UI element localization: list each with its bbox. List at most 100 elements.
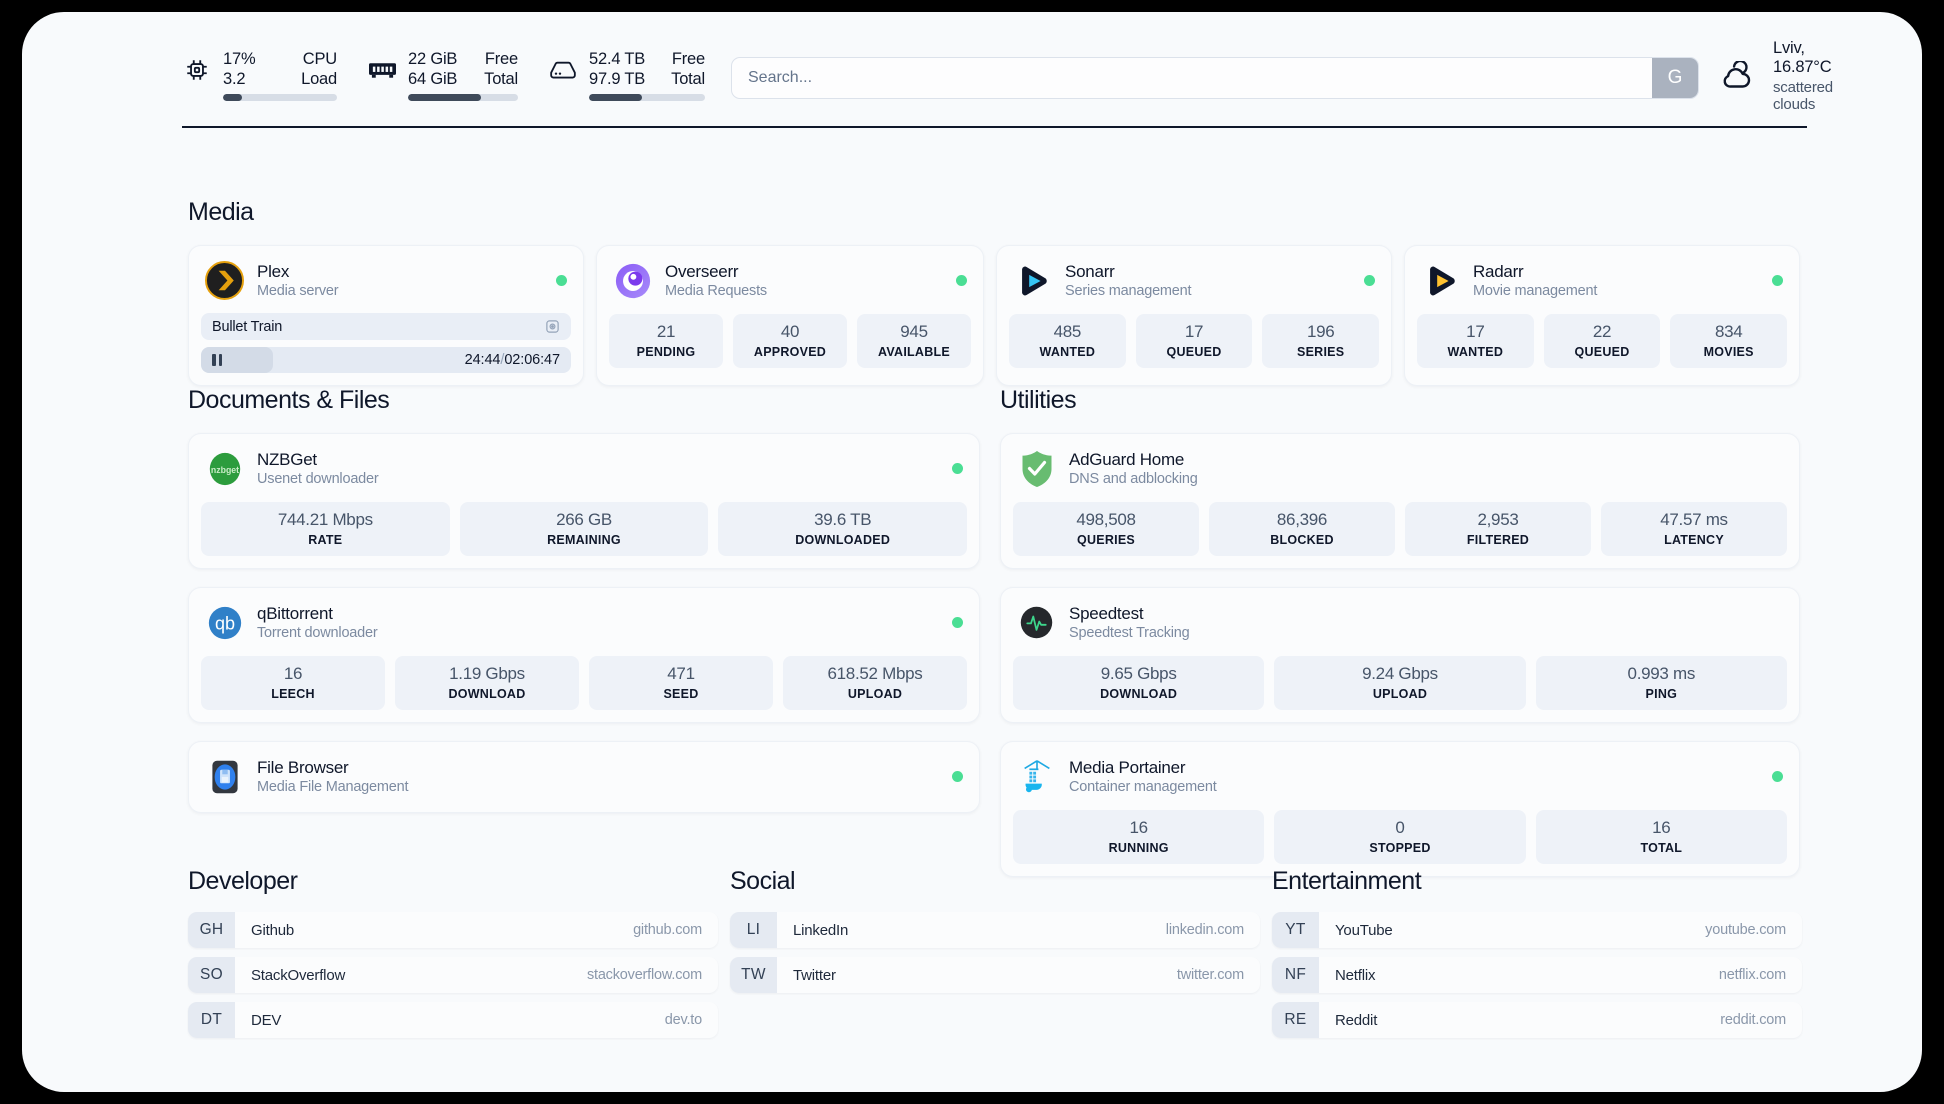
stat-value: 618.52 Mbps: [827, 664, 923, 683]
stat-label: MOVIES: [1703, 345, 1754, 359]
status-indicator-online: [1364, 275, 1375, 286]
card-nzbget[interactable]: nzbget NZBGet Usenet downloader 744.21 M…: [188, 433, 980, 569]
stat-tile: 196 SERIES: [1262, 314, 1380, 368]
bookmark-group-title: Social: [730, 867, 796, 895]
cpu-chip-icon: [182, 55, 212, 85]
disk-label-top: Free: [671, 50, 705, 69]
memory-label-bottom: Total: [484, 70, 518, 89]
card-radarr[interactable]: Radarr Movie management 17 WANTED 22 QUE…: [1404, 245, 1800, 386]
card-header: nzbget NZBGet Usenet downloader: [201, 445, 967, 492]
speedtest-icon: [1017, 603, 1056, 642]
cpu-usage-value: 17%: [223, 50, 256, 69]
status-indicator-online: [952, 463, 963, 474]
bookmark-name: Github: [251, 921, 294, 939]
card-subtitle: Media server: [257, 283, 339, 299]
stat-tile: 618.52 Mbps UPLOAD: [783, 656, 967, 710]
sonarr-icon: [1013, 261, 1052, 300]
stat-tile: 0 STOPPED: [1274, 810, 1526, 864]
card-media-portainer[interactable]: Media Portainer Container management 16 …: [1000, 741, 1800, 877]
cpu-usage-bar: [223, 94, 337, 101]
stat-value: 196: [1306, 322, 1335, 341]
bookmark-abbr: GH: [188, 912, 235, 948]
card-qbittorrent[interactable]: qb qBittorrent Torrent downloader 16 LEE…: [188, 587, 980, 723]
stat-tile: 39.6 TB DOWNLOADED: [718, 502, 968, 556]
bookmark-netflix[interactable]: NF Netflix netflix.com: [1272, 957, 1802, 993]
stat-cpu: 17% 3.2 CPU Load: [182, 49, 337, 101]
search-input[interactable]: [732, 58, 1652, 98]
stat-label: DOWNLOAD: [448, 687, 526, 701]
radarr-icon: [1421, 261, 1460, 300]
stat-value: 16: [283, 664, 303, 683]
playback-progress-bar[interactable]: 24:44/02:06:47: [201, 347, 571, 373]
stat-tile: 16 RUNNING: [1013, 810, 1265, 864]
card-stats-row: 744.21 Mbps RATE 266 GB REMAINING 39.6 T…: [201, 502, 968, 556]
stat-tile: 22 QUEUED: [1543, 314, 1661, 368]
stat-label: LATENCY: [1664, 533, 1724, 547]
cast-icon[interactable]: [545, 319, 560, 334]
stat-label: QUEUED: [1166, 345, 1222, 359]
bookmark-group-title: Entertainment: [1272, 867, 1422, 895]
bookmark-name: Twitter: [793, 966, 836, 984]
bookmark-linkedin[interactable]: LI LinkedIn linkedin.com: [730, 912, 1260, 948]
card-title: Media Portainer: [1069, 758, 1186, 777]
stat-value: 744.21 Mbps: [277, 510, 373, 529]
stat-label: DOWNLOAD: [1100, 687, 1178, 701]
stat-tile: 16 LEECH: [201, 656, 385, 710]
bookmark-twitter[interactable]: TW Twitter twitter.com: [730, 957, 1260, 993]
status-indicator-online: [952, 771, 963, 782]
stat-value: 485: [1053, 322, 1082, 341]
stat-label: QUEUED: [1574, 345, 1630, 359]
memory-total-value: 64 GiB: [408, 70, 458, 89]
stat-value: 834: [1714, 322, 1743, 341]
stat-value: 39.6 TB: [814, 510, 872, 529]
bookmark-group-entertainment: Entertainment YT YouTube youtube.com NF …: [1272, 867, 1802, 1038]
card-subtitle: DNS and adblocking: [1069, 471, 1198, 487]
bookmark-url: netflix.com: [1718, 967, 1786, 983]
stat-value: 21: [656, 322, 676, 341]
status-indicator-online: [1772, 275, 1783, 286]
bookmark-url: dev.to: [664, 1012, 702, 1028]
card-title: Speedtest: [1069, 604, 1144, 623]
card-speedtest[interactable]: Speedtest Speedtest Tracking 9.65 Gbps D…: [1000, 587, 1800, 723]
weather-condition: scattered clouds: [1773, 79, 1833, 113]
section-media: Media Plex Media server: [188, 198, 1800, 386]
stat-label: APPROVED: [753, 345, 827, 359]
bookmark-youtube[interactable]: YT YouTube youtube.com: [1272, 912, 1802, 948]
disk-usage-bar: [589, 94, 705, 101]
bookmark-github[interactable]: GH Github github.com: [188, 912, 718, 948]
card-plex[interactable]: Plex Media server Bullet Train: [188, 245, 584, 386]
bookmark-group-title: Developer: [188, 867, 298, 895]
pause-icon[interactable]: [212, 354, 222, 366]
card-file-browser[interactable]: File Browser Media File Management: [188, 741, 980, 813]
card-stats-row: 9.65 Gbps DOWNLOAD 9.24 Gbps UPLOAD 0.99…: [1013, 656, 1787, 710]
card-adguard-home[interactable]: AdGuard Home DNS and adblocking 498,508 …: [1000, 433, 1800, 569]
stat-label: RUNNING: [1108, 841, 1169, 855]
card-stats-row: 16 RUNNING 0 STOPPED 16 TOTAL: [1013, 810, 1787, 864]
stat-tile: 86,396 BLOCKED: [1209, 502, 1395, 556]
stat-label: FILTERED: [1466, 533, 1530, 547]
card-overseerr[interactable]: Overseerr Media Requests 21 PENDING 40 A…: [596, 245, 984, 386]
section-utilities: Utilities AdGuard Home DNS and adblockin…: [1000, 386, 1800, 877]
card-header: Overseerr Media Requests: [609, 257, 971, 304]
playback-duration: 02:06:47: [504, 352, 560, 368]
overseerr-icon: [613, 261, 652, 300]
stat-label: BLOCKED: [1270, 533, 1334, 547]
stat-value: 16: [1129, 818, 1149, 837]
search-submit-button[interactable]: G: [1652, 58, 1698, 98]
stat-label: UPLOAD: [1372, 687, 1428, 701]
stat-label: WANTED: [1447, 345, 1504, 359]
bookmark-reddit[interactable]: RE Reddit reddit.com: [1272, 1002, 1802, 1038]
search-area: G: [705, 57, 1719, 105]
disk-label-bottom: Total: [671, 70, 705, 89]
bookmark-stackoverflow[interactable]: SO StackOverflow stackoverflow.com: [188, 957, 718, 993]
stat-value: 9.24 Gbps: [1362, 664, 1438, 683]
memory-label-top: Free: [484, 50, 518, 69]
card-stats-row: 498,508 QUERIES 86,396 BLOCKED 2,953 FIL…: [1013, 502, 1787, 556]
stat-label: PENDING: [636, 345, 696, 359]
stat-tile: 2,953 FILTERED: [1405, 502, 1591, 556]
bookmark-dev[interactable]: DT DEV dev.to: [188, 1002, 718, 1038]
bookmark-name: DEV: [251, 1011, 282, 1029]
card-sonarr[interactable]: Sonarr Series management 485 WANTED 17 Q…: [996, 245, 1392, 386]
card-subtitle: Container management: [1069, 779, 1217, 795]
adguard-shield-icon: [1017, 449, 1056, 488]
